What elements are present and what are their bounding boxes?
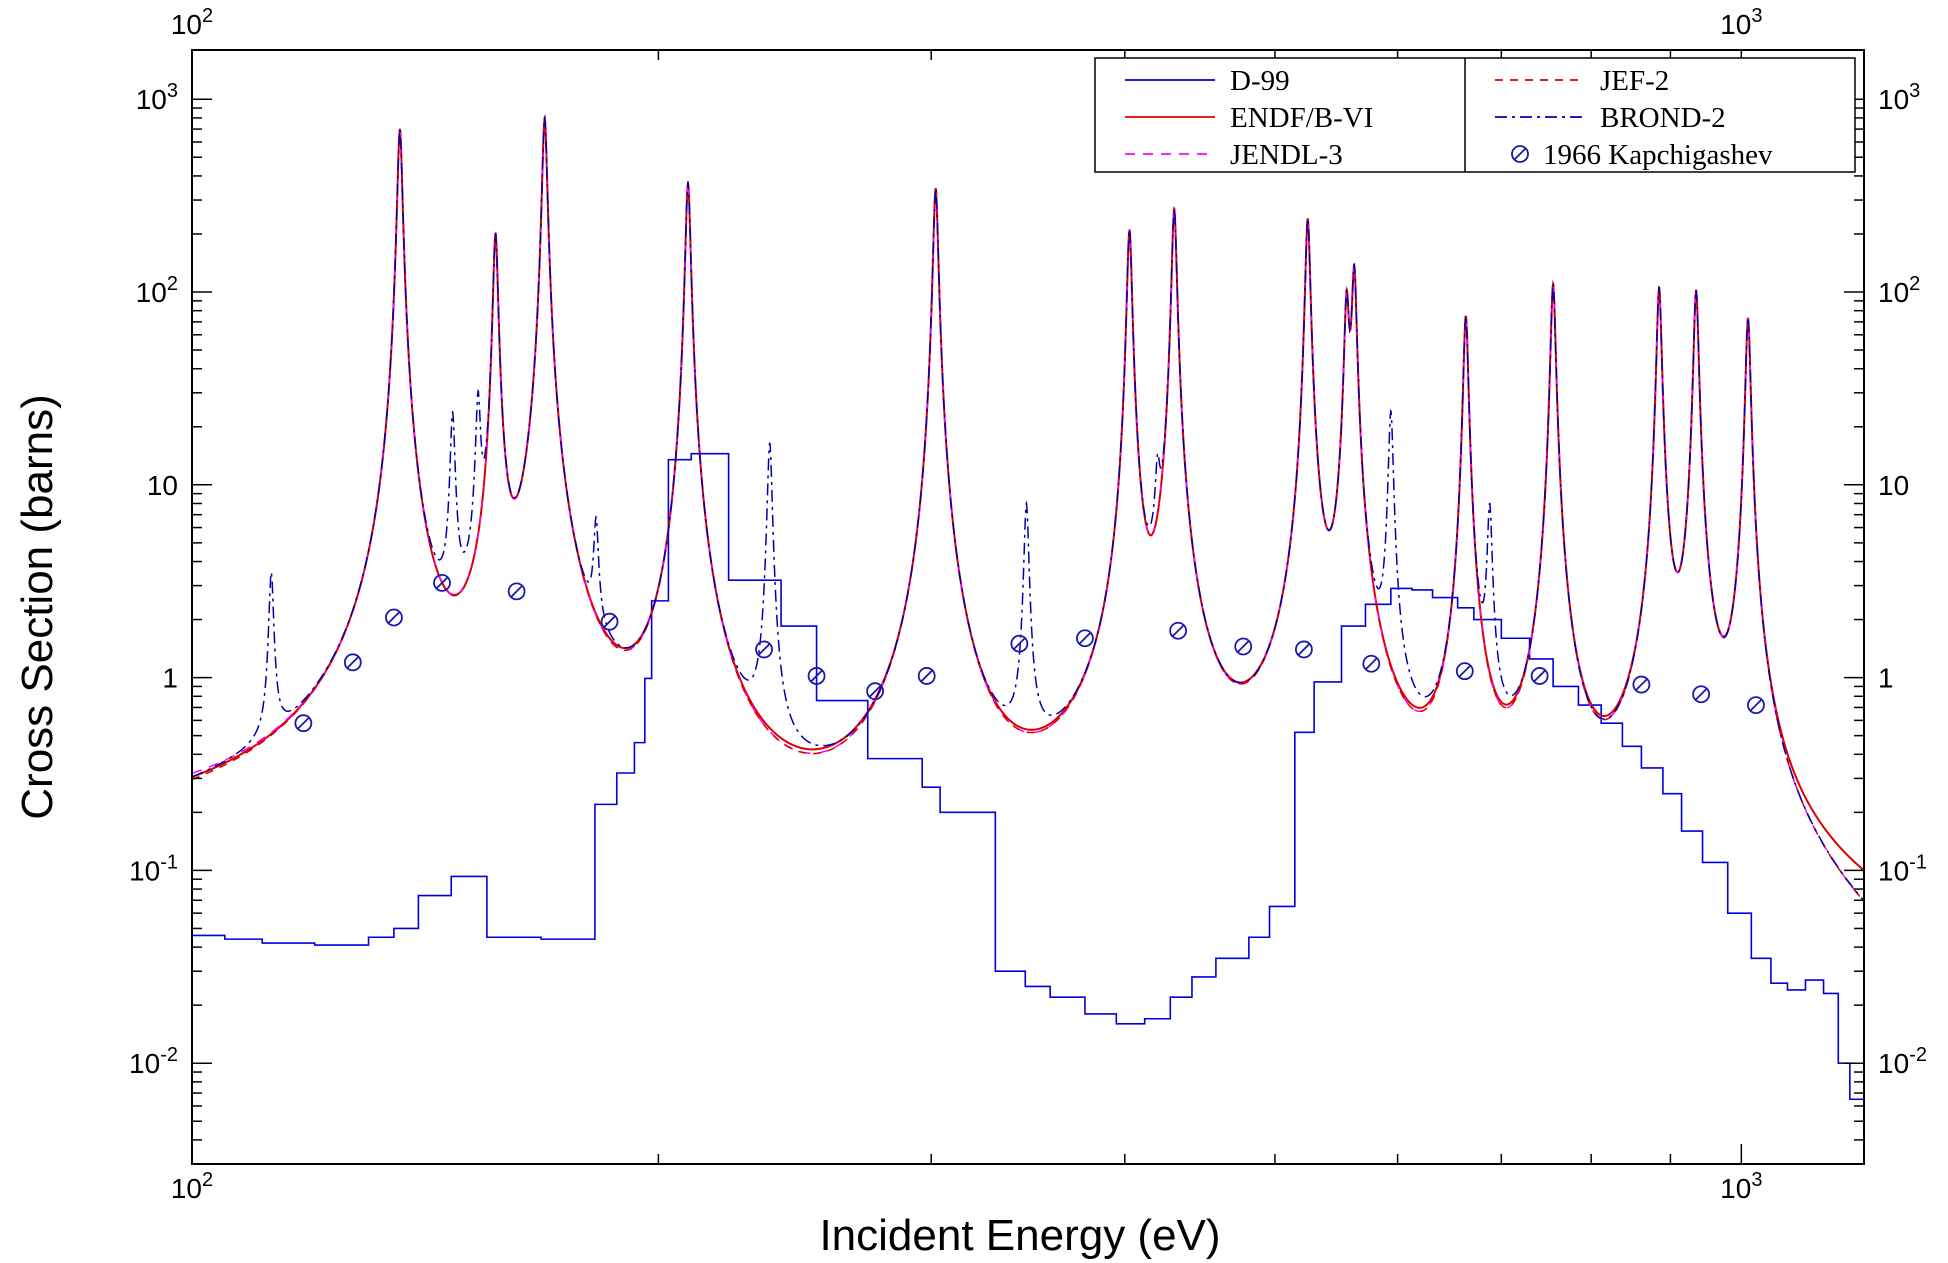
kapchigashev-point xyxy=(917,667,936,685)
kapchigashev-point xyxy=(1530,667,1549,685)
kapchigashev-point xyxy=(1362,654,1381,673)
kapchigashev-point xyxy=(343,653,362,672)
kapchigashev-point xyxy=(1692,685,1711,704)
x-tick-label-top: 102 xyxy=(171,5,213,40)
legend-label: 1966 Kapchigashev xyxy=(1543,139,1773,171)
kapchigashev-point xyxy=(600,612,619,631)
x-axis-title: Incident Energy (eV) xyxy=(819,1211,1220,1260)
legend-box xyxy=(1094,57,1856,173)
legend-item: JENDL-3 xyxy=(1125,139,1343,171)
y-tick-label-left: 10 xyxy=(147,470,178,501)
kapchigashev-point xyxy=(1234,637,1253,656)
y-tick-label-left: 10-2 xyxy=(129,1044,178,1079)
series-d-99 xyxy=(192,452,1864,1125)
x-tick-label-bottom: 103 xyxy=(1720,1169,1762,1204)
plot-frame xyxy=(191,49,1865,1165)
x-tick-label-bottom: 102 xyxy=(171,1169,213,1204)
legend-label: ENDF/B-VI xyxy=(1230,102,1373,134)
kapchigashev-point xyxy=(1295,640,1313,659)
x-tick-label-top: 103 xyxy=(1720,5,1762,40)
series-jef-2 xyxy=(192,115,1864,903)
y-tick-label-left: 1 xyxy=(162,663,178,694)
series-brond-2 xyxy=(192,114,1864,902)
kapchigashev-point xyxy=(755,640,773,659)
y-tick-label-left: 102 xyxy=(136,273,178,308)
legend: D-99 ENDF/B-VI JENDL-3 JEF-2 BROND-2 1966 Kap… xyxy=(1094,57,1856,173)
legend-marker xyxy=(1511,145,1529,163)
y-tick-label-left: 103 xyxy=(136,80,178,115)
marker-layer xyxy=(294,573,1765,733)
y-tick-label-right: 102 xyxy=(1878,273,1920,308)
kapchigashev-point xyxy=(1747,696,1765,715)
series-layer xyxy=(192,113,1864,1125)
legend-item: BROND-2 xyxy=(1495,102,1726,134)
y-tick-label-right: 1 xyxy=(1878,663,1894,694)
kapchigashev-point xyxy=(1169,621,1188,640)
legend-label: D-99 xyxy=(1230,65,1290,97)
axes-layer: 102 102 103 103 10-2 10-2 10-1 10-1 1 1 10 10 102 102… xyxy=(129,5,1927,1204)
series-endf-b-vi xyxy=(192,113,1864,872)
y-tick-label-right: 103 xyxy=(1878,80,1920,115)
legend-item: D-99 xyxy=(1125,65,1290,97)
legend-label: JEF-2 xyxy=(1600,65,1669,97)
legend-label: BROND-2 xyxy=(1600,102,1726,134)
legend-item: 1966 Kapchigashev xyxy=(1511,139,1773,171)
series-jendl-3 xyxy=(192,115,1864,903)
kapchigashev-point xyxy=(866,682,885,701)
legend-item: JEF-2 xyxy=(1495,65,1669,97)
y-tick-label-right: 10 xyxy=(1878,470,1909,501)
kapchigashev-point xyxy=(507,582,526,601)
y-axis-title: Cross Section (barns) xyxy=(13,394,62,819)
kapchigashev-point xyxy=(385,608,403,627)
kapchigashev-point xyxy=(1632,675,1651,694)
kapchigashev-point xyxy=(433,573,451,592)
kapchigashev-point xyxy=(1076,629,1094,648)
legend-label: JENDL-3 xyxy=(1230,139,1343,171)
kapchigashev-point xyxy=(807,667,826,685)
kapchigashev-point xyxy=(1455,662,1474,681)
legend-item: ENDF/B-VI xyxy=(1125,102,1373,134)
kapchigashev-point xyxy=(294,714,313,733)
kapchigashev-point xyxy=(1010,634,1029,653)
y-tick-label-right: 10-1 xyxy=(1878,851,1927,886)
y-tick-label-right: 10-2 xyxy=(1878,1044,1927,1079)
y-tick-label-left: 10-1 xyxy=(129,851,178,886)
